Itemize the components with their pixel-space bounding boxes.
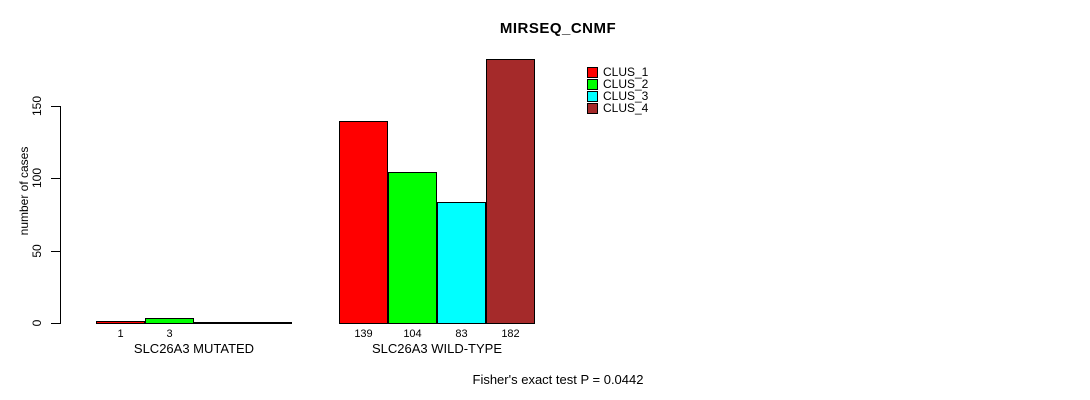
legend-item: CLUS_2 <box>587 78 648 90</box>
legend-swatch <box>587 78 598 90</box>
legend-swatch <box>587 102 598 114</box>
bar-value-label: 83 <box>455 328 468 340</box>
legend-label: CLUS_3 <box>603 89 649 103</box>
group-label: SLC26A3 MUTATED <box>133 341 255 356</box>
y-tick-label: 150 <box>30 95 44 117</box>
bar <box>388 172 437 324</box>
group-label: SLC26A3 WILD-TYPE <box>371 341 503 356</box>
legend-swatch <box>587 90 598 102</box>
bar <box>194 322 243 324</box>
bar-value-label: 1 <box>117 328 124 340</box>
legend-label: CLUS_2 <box>603 77 649 91</box>
bar <box>486 59 535 324</box>
bar-value-label: 182 <box>501 328 520 340</box>
y-tick-label: 100 <box>30 167 44 189</box>
legend-item: CLUS_4 <box>587 102 648 114</box>
legend-item: CLUS_3 <box>587 90 648 102</box>
bar-value-label: 104 <box>403 328 422 340</box>
bar <box>437 202 486 324</box>
legend: CLUS_1 CLUS_2 CLUS_3 CLUS_4 <box>587 66 648 114</box>
bar-value-label: 139 <box>354 328 373 340</box>
bar <box>96 321 145 324</box>
bar <box>145 318 194 324</box>
bar <box>243 322 292 324</box>
legend-item: CLUS_1 <box>587 66 648 78</box>
bar-value-label: 3 <box>166 328 173 340</box>
footer-text: Fisher's exact test P = 0.0442 <box>472 372 644 387</box>
y-tick-label: 0 <box>30 319 44 327</box>
y-tick-mark <box>51 178 60 179</box>
bar <box>339 121 388 324</box>
legend-label: CLUS_4 <box>603 101 649 115</box>
y-tick-mark <box>51 251 60 252</box>
y-axis-line <box>60 106 61 324</box>
chart-title: MIRSEQ_CNMF <box>499 20 617 37</box>
legend-label: CLUS_1 <box>603 65 649 79</box>
y-tick-label: 50 <box>30 244 44 258</box>
y-tick-mark <box>51 323 60 324</box>
y-tick-mark <box>51 106 60 107</box>
legend-swatch <box>587 66 598 78</box>
